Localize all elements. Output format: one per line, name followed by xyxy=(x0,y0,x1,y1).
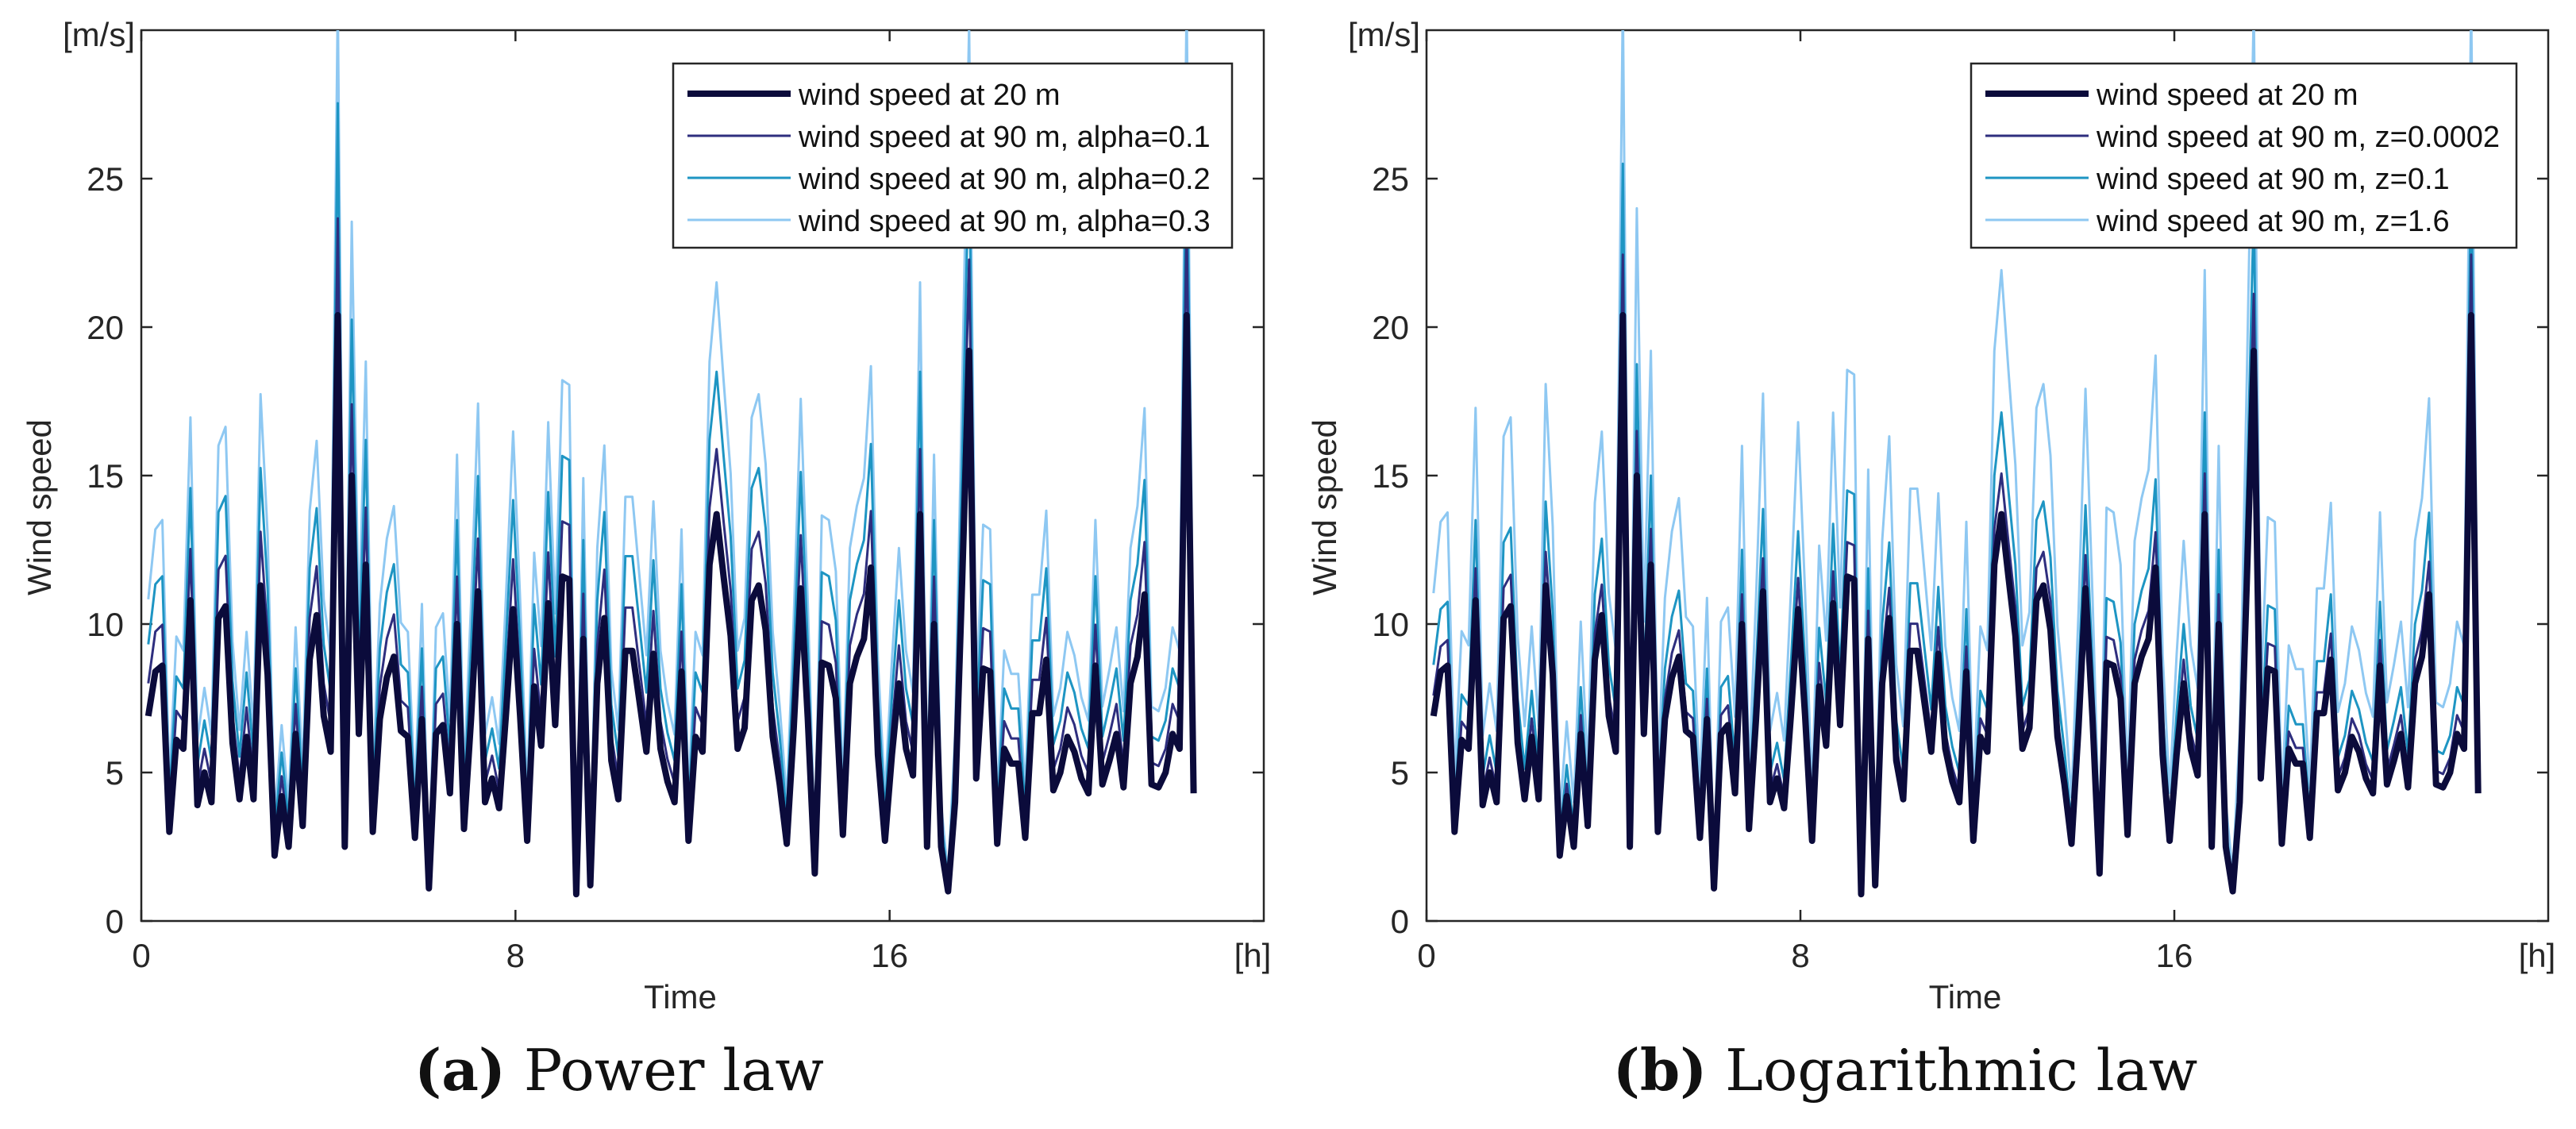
x-tick-label: 8 xyxy=(1791,937,1809,974)
y-tick-label: 15 xyxy=(1372,457,1409,495)
legend-entry: wind speed at 90 m, z=1.6 xyxy=(2096,205,2450,238)
series-line xyxy=(147,102,1196,887)
series-line xyxy=(1432,162,2480,889)
legend-entry: wind speed at 90 m, z=0.0002 xyxy=(2096,121,2500,154)
series-group xyxy=(1430,30,2482,898)
caption-b-text: Logarithmic law xyxy=(1725,1037,2198,1104)
y-tick-label: 25 xyxy=(87,160,124,198)
y-unit-label: [m/s] xyxy=(63,16,135,53)
y-tick-label: 15 xyxy=(87,457,124,495)
legend-entry: wind speed at 90 m, alpha=0.1 xyxy=(798,121,1211,154)
x-tick-label: 8 xyxy=(506,937,525,974)
series-line xyxy=(147,30,1196,880)
x-tick-label: 0 xyxy=(132,937,150,974)
caption-a-label: (a) xyxy=(414,1036,506,1104)
x-axis-title: Time xyxy=(644,978,717,1015)
y-tick-label: 20 xyxy=(1372,309,1409,346)
y-tick-label: 5 xyxy=(1391,754,1409,792)
series-line xyxy=(144,312,1197,898)
y-tick-label: 20 xyxy=(87,309,124,346)
series-line xyxy=(1432,30,2480,880)
chart-panel-a: 0 5 10 15 20 25 0 8 16 [m/s] [h] Time Wind speed wind… xyxy=(21,16,1272,1015)
x-axis-title: Time xyxy=(1929,978,2002,1015)
y-tick-label: 0 xyxy=(1391,903,1409,940)
y-unit-label: [m/s] xyxy=(1348,16,1420,53)
y-axis-title: Wind speed xyxy=(1306,419,1343,595)
series-group xyxy=(144,30,1197,898)
legend-entry: wind speed at 20 m xyxy=(2096,79,2358,112)
chart-panel-b: 0 5 10 15 20 25 0 8 16 [m/s] [h] Time Wind speed wind… xyxy=(1306,16,2556,1015)
caption-a: (a) Power law xyxy=(143,1036,1095,1123)
x-tick-label: 16 xyxy=(2156,937,2193,974)
x-unit-label: [h] xyxy=(2519,937,2556,974)
x-tick-label: 16 xyxy=(871,937,908,974)
x-tick-label: 0 xyxy=(1417,937,1435,974)
y-tick-label: 0 xyxy=(106,903,124,940)
y-tick-label: 10 xyxy=(87,606,124,643)
y-axis-title: Wind speed xyxy=(21,419,58,595)
y-tick-label: 10 xyxy=(1372,606,1409,643)
y-tick-label: 25 xyxy=(1372,160,1409,198)
legend-entry: wind speed at 90 m, alpha=0.3 xyxy=(798,205,1211,238)
caption-b: (b) Logarithmic law xyxy=(1429,1036,2382,1123)
legend-entry: wind speed at 20 m xyxy=(798,79,1061,112)
legend-entry: wind speed at 90 m, z=0.1 xyxy=(2096,163,2450,196)
x-unit-label: [h] xyxy=(1234,937,1272,974)
y-tick-label: 5 xyxy=(106,754,124,792)
series-line xyxy=(1430,312,2482,898)
caption-a-text: Power law xyxy=(523,1037,824,1104)
caption-b-label: (b) xyxy=(1612,1036,1708,1104)
legend-entry: wind speed at 90 m, alpha=0.2 xyxy=(798,163,1211,196)
